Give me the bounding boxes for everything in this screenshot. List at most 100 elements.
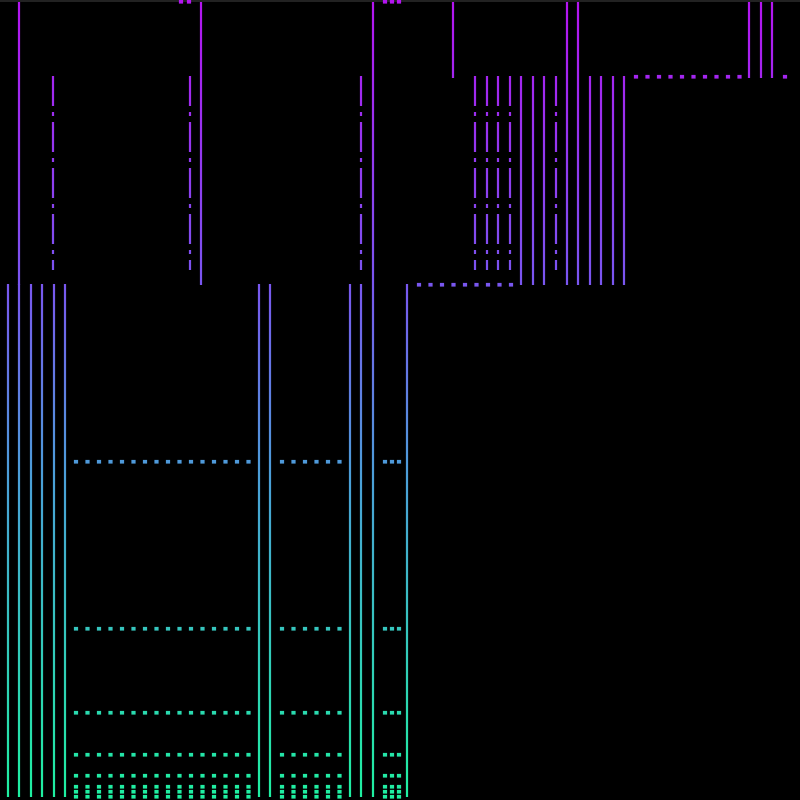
dot <box>737 74 742 79</box>
dot <box>96 794 102 799</box>
dot <box>188 789 194 794</box>
dot <box>73 773 79 778</box>
dot <box>142 794 148 799</box>
dot <box>279 710 285 715</box>
dot <box>85 773 90 778</box>
dot <box>165 752 171 757</box>
dot <box>96 459 102 464</box>
dot <box>177 773 182 778</box>
dot <box>382 789 388 794</box>
dot <box>325 626 331 631</box>
dot <box>325 794 331 799</box>
dot <box>177 789 182 794</box>
dot <box>291 789 296 794</box>
dot <box>165 784 171 789</box>
dot <box>291 752 296 757</box>
dot <box>119 773 125 778</box>
dot <box>337 784 342 789</box>
dot <box>497 282 502 287</box>
dot <box>396 773 402 778</box>
dot <box>154 710 159 715</box>
dot <box>279 626 285 631</box>
dot <box>325 789 331 794</box>
dot <box>119 794 125 799</box>
dot <box>302 784 308 789</box>
dot <box>188 626 194 631</box>
dot <box>188 794 194 799</box>
dot <box>382 459 388 464</box>
dot <box>211 626 217 631</box>
dot <box>154 459 159 464</box>
dot <box>211 794 217 799</box>
dot <box>416 282 422 287</box>
dot <box>382 710 388 715</box>
dot <box>96 784 102 789</box>
dot <box>234 794 240 799</box>
dot <box>382 752 388 757</box>
dot <box>108 459 113 464</box>
dot <box>85 459 90 464</box>
dot <box>108 626 113 631</box>
dot <box>211 752 217 757</box>
dot <box>96 710 102 715</box>
dot <box>389 710 395 715</box>
dot <box>188 773 194 778</box>
dot <box>154 752 159 757</box>
dot <box>200 710 205 715</box>
dot <box>119 459 125 464</box>
dot <box>188 710 194 715</box>
dot <box>279 784 285 789</box>
dot <box>211 784 217 789</box>
dot <box>223 752 228 757</box>
dot <box>302 626 308 631</box>
dot <box>246 752 251 757</box>
dot <box>302 459 308 464</box>
dot <box>679 74 685 79</box>
dot <box>85 752 90 757</box>
dot <box>279 794 285 799</box>
dot <box>279 773 285 778</box>
dot <box>85 789 90 794</box>
dot <box>85 784 90 789</box>
dot <box>223 794 228 799</box>
dot <box>108 794 113 799</box>
dot <box>131 794 136 799</box>
dot <box>119 789 125 794</box>
dot <box>142 789 148 794</box>
dot <box>382 626 388 631</box>
dot <box>382 0 388 4</box>
dot <box>223 459 228 464</box>
dot <box>246 459 251 464</box>
dot <box>234 710 240 715</box>
dot <box>291 710 296 715</box>
dot <box>73 752 79 757</box>
dot <box>165 773 171 778</box>
dot <box>702 74 708 79</box>
dot <box>382 794 388 799</box>
dot <box>389 794 395 799</box>
lines <box>6 0 788 799</box>
dot <box>314 710 319 715</box>
dot <box>154 773 159 778</box>
dot <box>154 784 159 789</box>
dot <box>223 789 228 794</box>
dot <box>85 794 90 799</box>
dot <box>668 74 673 79</box>
dot <box>108 784 113 789</box>
dot <box>108 773 113 778</box>
dot <box>389 789 395 794</box>
dot <box>142 752 148 757</box>
dot <box>188 459 194 464</box>
dot <box>396 794 402 799</box>
dot <box>211 710 217 715</box>
dot <box>85 626 90 631</box>
dot <box>131 626 136 631</box>
dot <box>246 794 251 799</box>
dot <box>188 784 194 789</box>
dot <box>85 710 90 715</box>
dot <box>314 789 319 794</box>
dot <box>389 0 395 4</box>
dot <box>131 752 136 757</box>
dot <box>325 784 331 789</box>
